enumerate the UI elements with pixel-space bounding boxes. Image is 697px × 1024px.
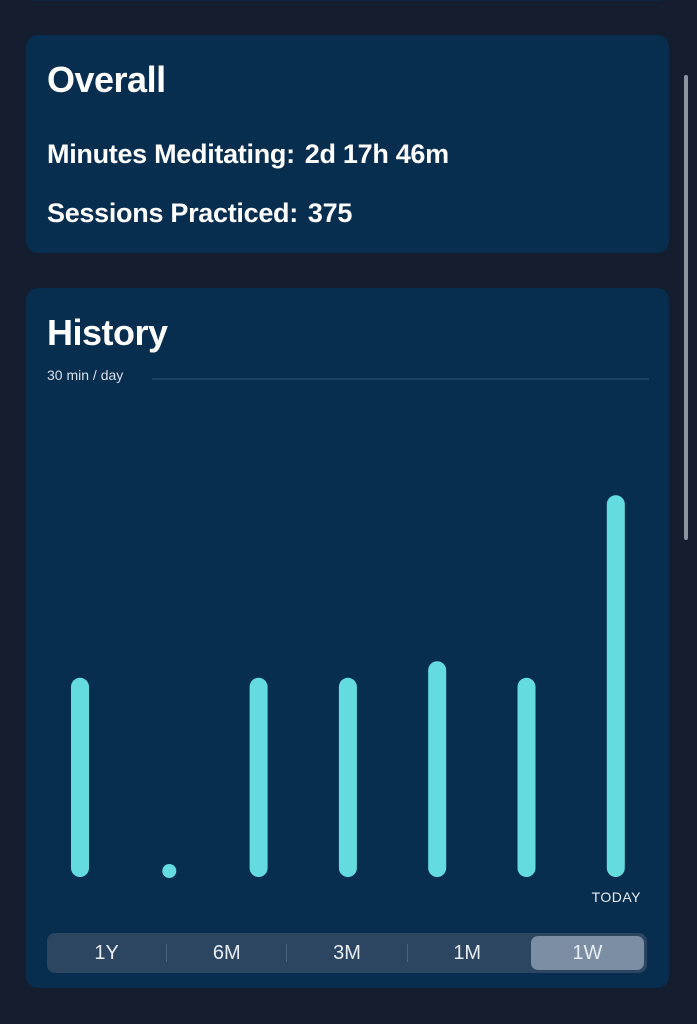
chart-bar <box>71 677 89 877</box>
sessions-practiced: Sessions Practiced: 375 <box>47 198 352 229</box>
range-option-3m[interactable]: 3M <box>333 941 361 964</box>
range-option-1w[interactable]: 1W <box>530 936 645 970</box>
chart-bar <box>517 677 536 877</box>
range-option-6m[interactable]: 6M <box>212 941 241 964</box>
previous-card <box>26 0 669 1</box>
history-title: History <box>47 312 168 353</box>
overall-card: Overall Minutes Meditating: 2d 17h 46m Se… <box>26 35 669 253</box>
scrollbar[interactable] <box>684 75 688 540</box>
overall-title: Overall <box>47 59 166 100</box>
minutes-value: 2d 17h 46m <box>304 139 449 169</box>
chart-bar <box>338 677 357 877</box>
history-card: History 30 min / day TODAY 1Y 6M 3M 1M 1W <box>26 288 669 988</box>
segment-divider <box>286 944 288 962</box>
chart-bar <box>606 495 625 877</box>
today-label: TODAY <box>591 889 641 905</box>
chart-bar <box>162 864 177 878</box>
history-chart <box>71 378 649 878</box>
range-segmented-control[interactable]: 1Y 6M 3M 1M 1W <box>47 933 647 973</box>
sessions-value: 375 <box>307 198 353 228</box>
segment-divider <box>406 944 408 962</box>
range-option-1m[interactable]: 1M <box>453 941 482 964</box>
sessions-label: Sessions Practiced: <box>47 198 298 228</box>
range-option-1y[interactable]: 1Y <box>94 941 119 964</box>
segment-divider <box>166 944 168 962</box>
reference-line-label: 30 min / day <box>47 367 124 383</box>
chart-bar <box>428 661 447 877</box>
chart-bar <box>249 677 268 877</box>
minutes-label: Minutes Meditating: <box>47 139 295 169</box>
minutes-meditating: Minutes Meditating: 2d 17h 46m <box>47 139 449 170</box>
